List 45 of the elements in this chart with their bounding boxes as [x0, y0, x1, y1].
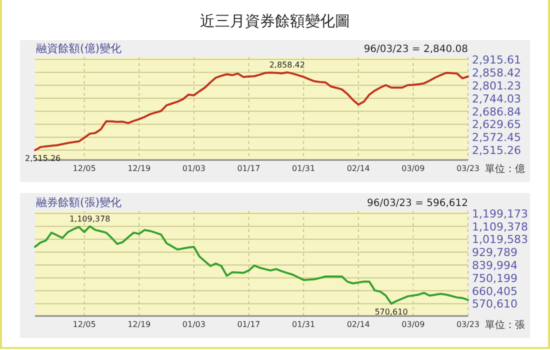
y-tick-label: 2,858.42 [472, 66, 521, 80]
annotation: 2,515.26 [25, 154, 61, 164]
y-tick-label: 1,019,583 [472, 233, 528, 246]
y-tick-label: 2,686.84 [472, 105, 521, 118]
y-tick-label: 1,109,378 [472, 220, 528, 234]
line-series [34, 225, 469, 305]
x-tick-label: 01/03 [182, 320, 206, 329]
annotation: 2,858.42 [269, 60, 305, 70]
annotation: 1,109,378 [69, 214, 110, 224]
line-series [34, 71, 469, 152]
y-tick-label: 2,744.03 [472, 92, 521, 106]
y-tick-label: 929,789 [472, 246, 518, 260]
chart-title: 近三月資券餘額變化圖 [200, 12, 350, 30]
annotation: 570,610 [374, 308, 408, 317]
y-axis-title: 單位：億 [485, 163, 525, 175]
x-tick-label: 01/31 [292, 320, 316, 329]
x-tick-label: 01/31 [292, 164, 316, 173]
x-tick-label: 12/05 [72, 164, 96, 173]
y-tick-label: 2,629.65 [472, 118, 521, 132]
text: 96/03/23 = 596,612 [366, 198, 468, 209]
x-tick-label: 03/23 [456, 320, 480, 329]
x-tick-label: 03/09 [402, 164, 425, 173]
y-tick-label: 660,405 [472, 284, 518, 298]
y-tick-label: 2,515.26 [472, 144, 521, 158]
x-tick-label: 03/09 [402, 320, 425, 329]
chart-subtitle: 融券餘額(張)變化 [36, 196, 122, 209]
y-tick-label: 2,801.23 [472, 79, 521, 92]
y-tick-label: 750,199 [472, 272, 518, 285]
chart-subtitle: 融資餘額(億)變化 [36, 42, 122, 55]
x-tick-label: 02/14 [346, 320, 370, 329]
y-tick-label: 2,915.61 [472, 53, 521, 66]
x-tick-label: 02/14 [346, 164, 370, 173]
x-tick-label: 01/17 [237, 164, 260, 173]
x-tick-label: 12/19 [128, 320, 151, 329]
text: 96/03/23 = 2,840.08 [364, 44, 468, 55]
y-tick-label: 1,199,173 [472, 207, 528, 220]
x-tick-label: 12/05 [72, 320, 96, 329]
x-tick-label: 01/17 [237, 320, 260, 329]
x-tick-label: 12/19 [128, 164, 151, 173]
y-axis-title: 單位：張 [485, 319, 525, 331]
y-tick-label: 570,610 [472, 298, 518, 311]
x-tick-label: 03/23 [456, 164, 480, 173]
y-tick-label: 2,572.45 [472, 131, 521, 144]
x-tick-label: 01/03 [182, 164, 206, 173]
y-tick-label: 839,994 [472, 259, 518, 272]
